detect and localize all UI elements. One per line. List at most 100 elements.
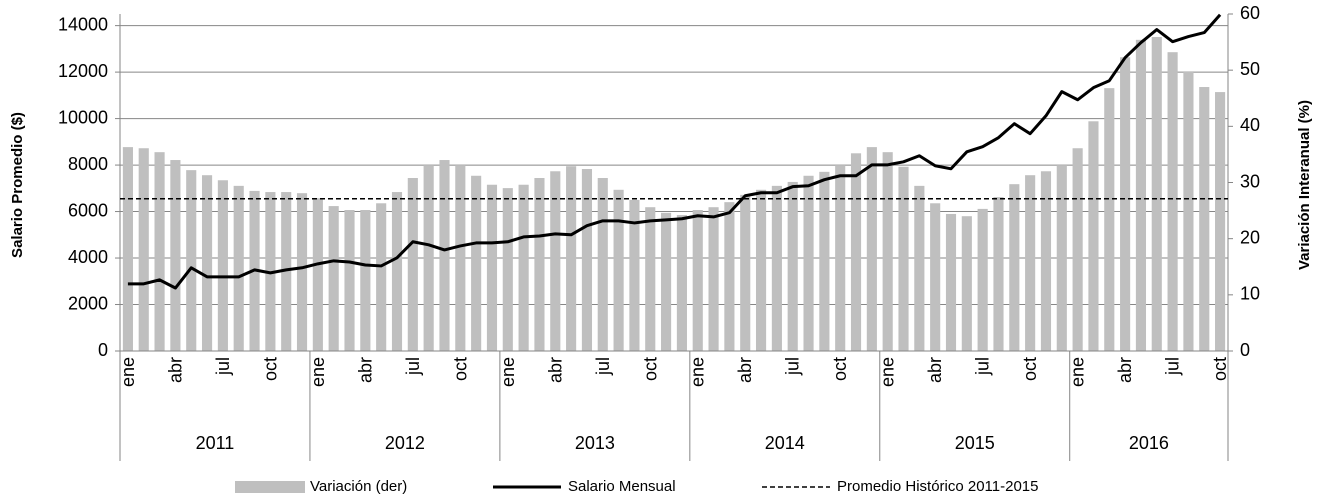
x-tick-label: ene xyxy=(498,357,518,387)
x-tick-label: oct xyxy=(640,357,660,381)
bar xyxy=(803,175,814,351)
bar xyxy=(455,165,466,351)
y2-tick-label: 40 xyxy=(1240,115,1260,135)
bar xyxy=(233,185,244,351)
x-group-label: 2016 xyxy=(1129,433,1169,453)
bar xyxy=(724,202,735,351)
y-tick-label: 8000 xyxy=(68,154,108,174)
x-tick-label: abr xyxy=(1115,357,1135,383)
x-tick-label: ene xyxy=(118,357,138,387)
x-tick-label: abr xyxy=(355,357,375,383)
x-tick-label: jul xyxy=(403,357,423,376)
x-tick-label: jul xyxy=(783,357,803,376)
bar xyxy=(1183,71,1194,351)
bar xyxy=(914,185,925,351)
y-tick-label: 6000 xyxy=(68,200,108,220)
x-tick-label: ene xyxy=(308,357,328,387)
bar xyxy=(882,152,893,351)
bar xyxy=(1167,52,1178,352)
x-tick-label: ene xyxy=(688,357,708,387)
bar xyxy=(945,213,957,351)
bar xyxy=(645,207,656,351)
bar xyxy=(1025,175,1036,351)
x-group-label: 2013 xyxy=(575,433,615,453)
y-axis-title: Salario Promedio ($) xyxy=(9,112,26,258)
bar xyxy=(629,199,640,351)
bar xyxy=(1072,148,1083,351)
bar xyxy=(993,197,1004,351)
bar xyxy=(581,169,593,351)
bar xyxy=(898,166,909,351)
bar xyxy=(566,166,577,351)
y2-tick-label: 60 xyxy=(1240,3,1260,23)
x-tick-label: jul xyxy=(1163,357,1183,376)
bar xyxy=(1056,165,1067,351)
bar xyxy=(930,203,941,351)
bar xyxy=(708,207,719,351)
x-group-label: 2014 xyxy=(765,433,805,453)
bar xyxy=(613,189,624,351)
bar xyxy=(217,180,228,351)
x-tick-label: oct xyxy=(450,357,470,381)
bar xyxy=(186,170,197,351)
bar xyxy=(1009,184,1020,351)
x-tick-label: jul xyxy=(593,357,613,376)
bar xyxy=(534,178,545,351)
bar xyxy=(961,216,972,351)
bar xyxy=(866,147,877,351)
x-tick-label: abr xyxy=(545,357,565,383)
x-tick-label: abr xyxy=(925,357,945,383)
bar xyxy=(1040,171,1052,351)
y2-tick-label: 0 xyxy=(1240,340,1250,360)
bar xyxy=(771,185,782,351)
bar xyxy=(977,208,988,351)
bar xyxy=(550,171,561,351)
bar xyxy=(1135,39,1147,351)
x-group-label: 2011 xyxy=(196,433,235,453)
bar xyxy=(661,212,672,351)
y2-axis-title: Variación Interanual (%) xyxy=(1296,100,1313,270)
bar xyxy=(1088,121,1099,351)
bar xyxy=(787,181,798,351)
bar xyxy=(360,210,371,351)
bar xyxy=(471,175,482,351)
x-group-label: 2012 xyxy=(385,433,425,453)
bar xyxy=(170,160,181,351)
y-tick-label: 10000 xyxy=(58,107,108,127)
bar xyxy=(138,148,149,351)
legend-swatch xyxy=(235,481,305,493)
bar xyxy=(391,192,403,351)
bar xyxy=(850,153,862,351)
x-tick-label: jul xyxy=(213,357,233,376)
bar xyxy=(692,210,703,351)
bar xyxy=(281,192,292,351)
x-group-label: 2015 xyxy=(955,433,995,453)
x-tick-label: oct xyxy=(1020,357,1040,381)
bar xyxy=(1215,92,1226,352)
legend-label: Salario Mensual xyxy=(568,478,676,495)
bar xyxy=(376,203,387,351)
bar xyxy=(122,147,133,351)
y-tick-label: 14000 xyxy=(58,14,108,34)
y-tick-label: 12000 xyxy=(58,61,108,81)
x-tick-label: oct xyxy=(830,357,850,381)
bar xyxy=(407,178,418,351)
x-tick-label: ene xyxy=(878,357,898,387)
y-tick-label: 0 xyxy=(98,340,108,360)
bar xyxy=(597,178,608,351)
bar xyxy=(1199,87,1210,352)
y-tick-label: 4000 xyxy=(68,247,108,267)
x-tick-label: abr xyxy=(165,357,185,383)
bar xyxy=(423,165,434,351)
bar xyxy=(201,175,213,351)
bar xyxy=(1104,88,1115,351)
bar xyxy=(439,160,450,351)
bar xyxy=(740,194,751,351)
bar xyxy=(835,165,846,351)
bar xyxy=(486,184,498,351)
bar xyxy=(344,210,355,351)
x-tick-label: oct xyxy=(1210,357,1230,381)
bar xyxy=(676,215,687,351)
x-tick-label: oct xyxy=(260,357,280,381)
y2-tick-label: 30 xyxy=(1240,171,1260,191)
